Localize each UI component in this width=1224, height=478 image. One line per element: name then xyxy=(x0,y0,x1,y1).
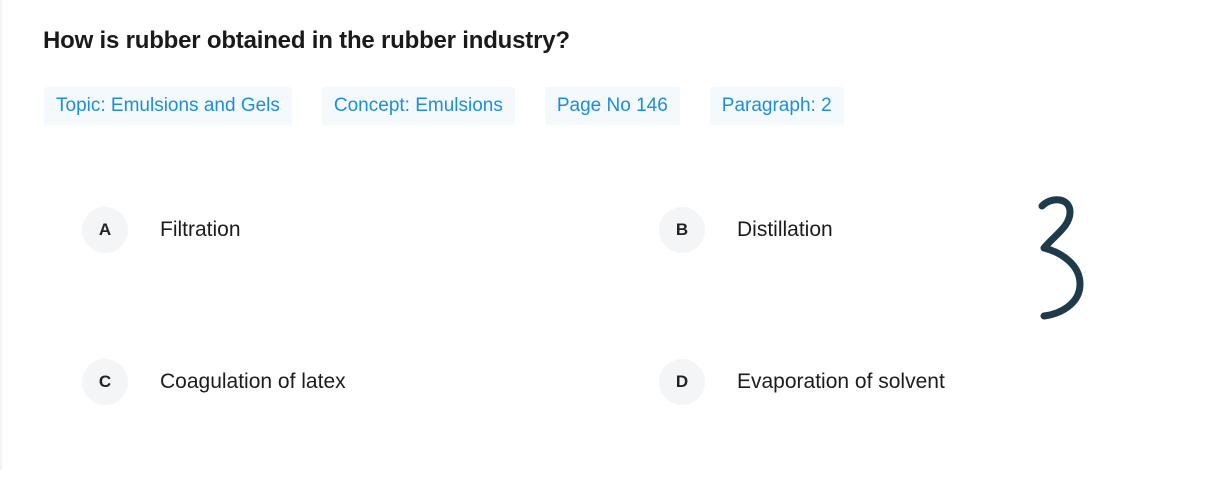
option-letter-badge: B xyxy=(659,207,705,253)
option-c[interactable]: C Coagulation of latex xyxy=(82,359,346,405)
option-d[interactable]: D Evaporation of solvent xyxy=(659,359,945,405)
option-label: Evaporation of solvent xyxy=(737,370,945,393)
tag-page-number[interactable]: Page No 146 xyxy=(544,87,680,125)
option-letter-badge: A xyxy=(82,207,128,253)
tag-row: Topic: Emulsions and Gels Concept: Emuls… xyxy=(44,87,844,125)
option-letter-badge: C xyxy=(82,359,128,405)
tag-topic[interactable]: Topic: Emulsions and Gels xyxy=(44,87,292,125)
option-letter-badge: D xyxy=(659,359,705,405)
card-left-border xyxy=(0,0,2,470)
option-label: Coagulation of latex xyxy=(160,370,346,393)
option-label: Filtration xyxy=(160,218,241,241)
option-b[interactable]: B Distillation xyxy=(659,207,833,253)
handwritten-three-mark xyxy=(1038,196,1084,320)
option-a[interactable]: A Filtration xyxy=(82,207,241,253)
option-label: Distillation xyxy=(737,218,833,241)
tag-concept[interactable]: Concept: Emulsions xyxy=(321,87,515,125)
question-text: How is rubber obtained in the rubber ind… xyxy=(43,27,570,54)
tag-paragraph[interactable]: Paragraph: 2 xyxy=(709,87,844,125)
